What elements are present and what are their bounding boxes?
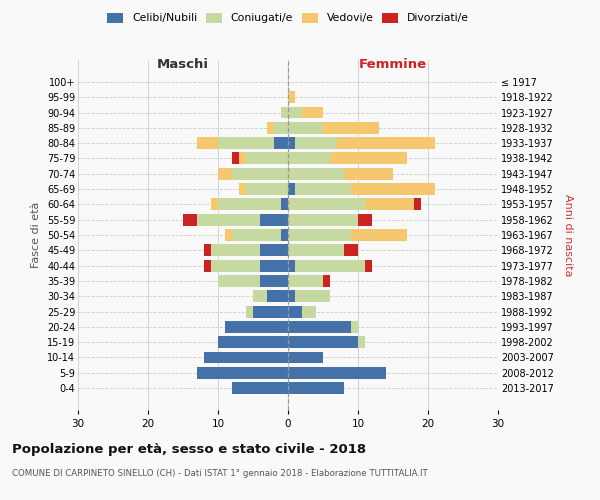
Bar [239, 183, 246, 195]
Bar [344, 168, 393, 179]
Bar [211, 198, 218, 210]
Text: Femmine: Femmine [359, 58, 427, 71]
Bar [302, 106, 323, 118]
Bar [288, 352, 323, 364]
Y-axis label: Fasce di età: Fasce di età [31, 202, 41, 268]
Bar [365, 260, 372, 272]
Bar [288, 137, 295, 149]
Bar [218, 275, 260, 287]
Bar [218, 336, 288, 348]
Legend: Celibi/Nubili, Coniugati/e, Vedovi/e, Divorziati/e: Celibi/Nubili, Coniugati/e, Vedovi/e, Di… [107, 13, 469, 24]
Bar [253, 306, 288, 318]
Bar [232, 229, 281, 241]
Bar [414, 198, 421, 210]
Bar [344, 244, 358, 256]
Bar [295, 183, 351, 195]
Bar [288, 214, 358, 226]
Bar [246, 183, 288, 195]
Bar [288, 306, 302, 318]
Bar [218, 168, 232, 179]
Bar [295, 137, 337, 149]
Bar [253, 290, 267, 302]
Bar [281, 106, 288, 118]
Bar [288, 260, 295, 272]
Bar [288, 229, 351, 241]
Bar [351, 229, 407, 241]
Bar [288, 122, 323, 134]
Bar [288, 290, 295, 302]
Bar [260, 214, 288, 226]
Bar [288, 152, 330, 164]
Bar [288, 321, 351, 333]
Bar [197, 214, 260, 226]
Bar [197, 137, 218, 149]
Bar [218, 137, 274, 149]
Bar [295, 260, 365, 272]
Bar [225, 321, 288, 333]
Bar [288, 382, 344, 394]
Bar [288, 336, 358, 348]
Bar [260, 244, 288, 256]
Bar [281, 229, 288, 241]
Bar [232, 152, 239, 164]
Bar [274, 122, 288, 134]
Bar [288, 367, 386, 379]
Bar [232, 382, 288, 394]
Bar [337, 137, 435, 149]
Bar [246, 152, 288, 164]
Bar [288, 275, 323, 287]
Bar [267, 290, 288, 302]
Bar [183, 214, 197, 226]
Bar [281, 198, 288, 210]
Bar [204, 244, 211, 256]
Bar [351, 183, 435, 195]
Bar [197, 367, 288, 379]
Bar [288, 91, 295, 103]
Bar [246, 306, 253, 318]
Text: COMUNE DI CARPINETO SINELLO (CH) - Dati ISTAT 1° gennaio 2018 - Elaborazione TUT: COMUNE DI CARPINETO SINELLO (CH) - Dati … [12, 468, 428, 477]
Bar [267, 122, 274, 134]
Bar [288, 244, 344, 256]
Bar [330, 152, 407, 164]
Bar [260, 275, 288, 287]
Bar [204, 352, 288, 364]
Bar [351, 321, 358, 333]
Bar [274, 137, 288, 149]
Bar [323, 122, 379, 134]
Y-axis label: Anni di nascita: Anni di nascita [563, 194, 573, 276]
Bar [218, 198, 281, 210]
Bar [260, 260, 288, 272]
Bar [302, 306, 316, 318]
Bar [358, 336, 365, 348]
Bar [288, 198, 365, 210]
Bar [358, 214, 372, 226]
Bar [295, 290, 330, 302]
Text: Popolazione per età, sesso e stato civile - 2018: Popolazione per età, sesso e stato civil… [12, 442, 366, 456]
Bar [288, 106, 302, 118]
Bar [239, 152, 246, 164]
Bar [323, 275, 330, 287]
Bar [232, 168, 288, 179]
Bar [365, 198, 414, 210]
Bar [225, 229, 232, 241]
Bar [204, 260, 211, 272]
Bar [211, 260, 260, 272]
Bar [211, 244, 260, 256]
Text: Maschi: Maschi [157, 58, 209, 71]
Bar [288, 183, 295, 195]
Bar [288, 168, 344, 179]
